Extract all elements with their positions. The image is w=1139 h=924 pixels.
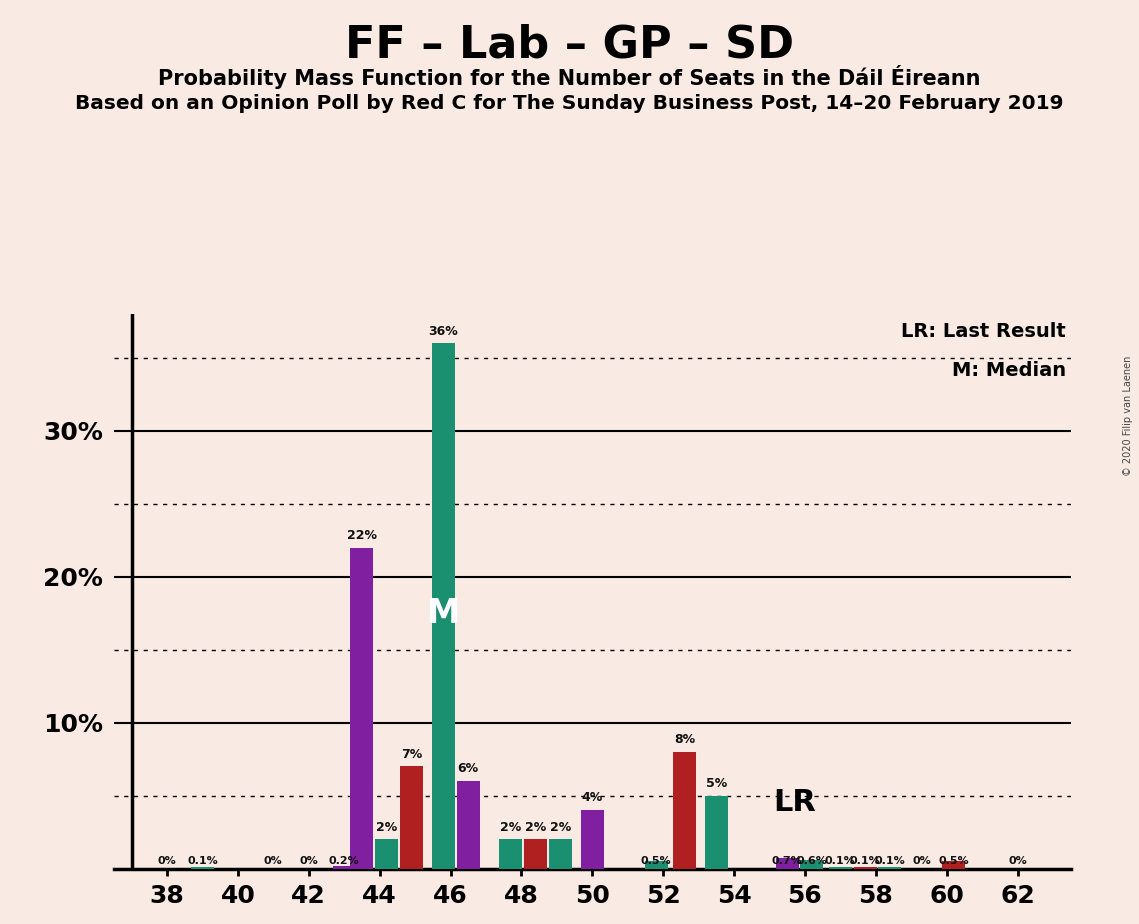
Bar [942, 861, 965, 869]
Text: 36%: 36% [428, 324, 458, 337]
Text: 0.2%: 0.2% [329, 856, 360, 866]
Text: Probability Mass Function for the Number of Seats in the Dáil Éireann: Probability Mass Function for the Number… [158, 65, 981, 89]
Bar [705, 796, 728, 869]
Text: 0%: 0% [157, 856, 177, 866]
Text: 8%: 8% [674, 733, 695, 746]
Bar [801, 860, 823, 869]
Bar [776, 858, 798, 869]
Bar [351, 548, 374, 869]
Text: 0.5%: 0.5% [939, 856, 969, 866]
Bar [499, 839, 523, 869]
Bar [673, 752, 696, 869]
Bar [457, 781, 480, 869]
Bar [645, 861, 667, 869]
Text: M: Median: M: Median [952, 361, 1066, 381]
Text: 0.1%: 0.1% [875, 856, 906, 866]
Bar [878, 867, 901, 869]
Text: 0%: 0% [300, 856, 318, 866]
Text: LR: Last Result: LR: Last Result [901, 322, 1066, 342]
Bar [333, 866, 355, 869]
Bar [853, 867, 877, 869]
Bar [829, 867, 852, 869]
Text: © 2020 Filip van Laenen: © 2020 Filip van Laenen [1123, 356, 1133, 476]
Text: 22%: 22% [347, 529, 377, 541]
Text: Based on an Opinion Poll by Red C for The Sunday Business Post, 14–20 February 2: Based on an Opinion Poll by Red C for Th… [75, 94, 1064, 114]
Text: 2%: 2% [550, 821, 571, 833]
Text: 4%: 4% [582, 791, 603, 805]
Text: 0%: 0% [1008, 856, 1027, 866]
Text: 7%: 7% [401, 748, 423, 760]
Bar [581, 810, 604, 869]
Text: 0.1%: 0.1% [187, 856, 218, 866]
Text: 0.1%: 0.1% [825, 856, 855, 866]
Text: 2%: 2% [525, 821, 547, 833]
Text: 0%: 0% [264, 856, 282, 866]
Text: 5%: 5% [706, 777, 727, 790]
Text: 0.6%: 0.6% [796, 856, 827, 866]
Bar [400, 766, 423, 869]
Text: 2%: 2% [500, 821, 522, 833]
Text: FF – Lab – GP – SD: FF – Lab – GP – SD [345, 23, 794, 67]
Text: 0%: 0% [912, 856, 932, 866]
Bar [375, 839, 399, 869]
Text: 0.5%: 0.5% [641, 856, 671, 866]
Bar [432, 344, 454, 869]
Text: 2%: 2% [376, 821, 398, 833]
Text: M: M [427, 597, 460, 630]
Text: 0.1%: 0.1% [850, 856, 880, 866]
Bar [191, 867, 214, 869]
Text: 6%: 6% [458, 762, 478, 775]
Text: LR: LR [773, 788, 816, 818]
Bar [524, 839, 547, 869]
Bar [549, 839, 572, 869]
Text: 0.7%: 0.7% [772, 856, 803, 866]
